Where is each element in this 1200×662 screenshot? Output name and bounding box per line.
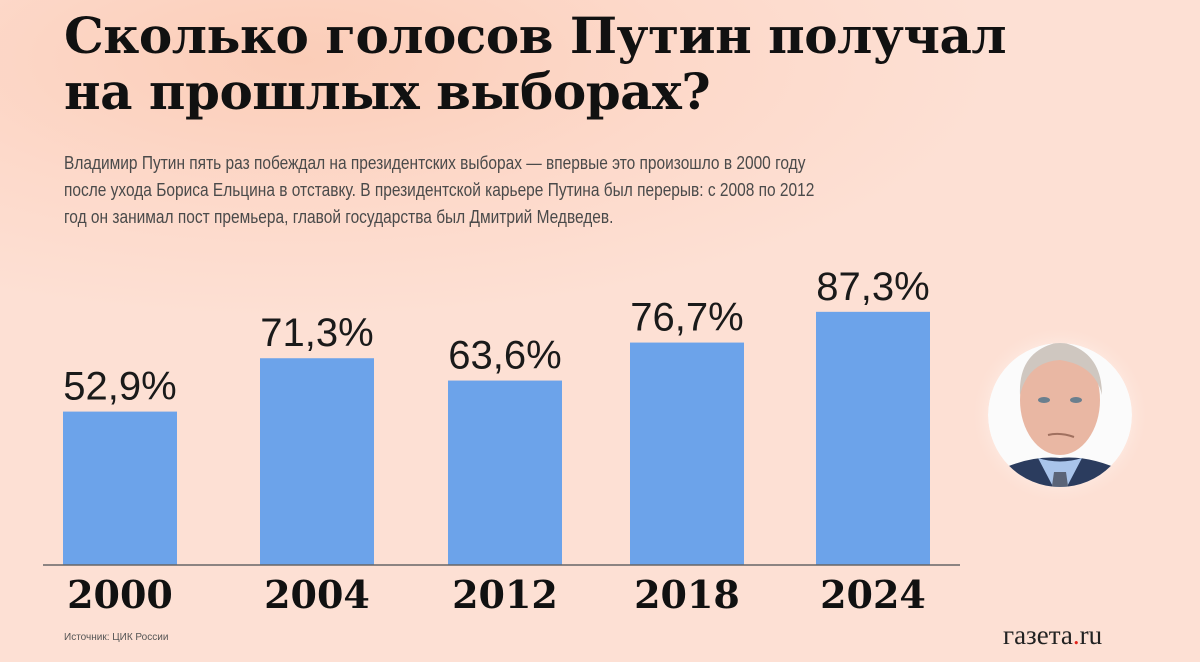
portrait-photo	[970, 325, 1150, 505]
subtitle-line: после ухода Бориса Ельцина в отставку. В…	[64, 180, 815, 200]
subtitle-line: Владимир Путин пять раз побеждал на през…	[64, 153, 806, 173]
subtitle: Владимир Путин пять раз побеждал на през…	[64, 150, 937, 231]
logo-dot: .	[1072, 620, 1080, 650]
bar-2024	[816, 311, 930, 565]
value-label: 52,9%	[63, 365, 176, 409]
value-label: 87,3%	[816, 265, 929, 309]
logo-text: газета	[1003, 620, 1073, 650]
bar-2012	[448, 380, 562, 565]
value-label: 63,6%	[448, 334, 561, 378]
x-tick-label: 2004	[264, 572, 370, 617]
x-tick-label: 2012	[452, 572, 558, 617]
title-line: на прошлых выборах?	[64, 62, 711, 121]
title-line: Сколько голосов Путин получал	[64, 6, 1007, 65]
x-tick-label: 2018	[634, 572, 740, 617]
logo-tld: ru	[1079, 620, 1103, 650]
bar-2000	[63, 411, 177, 565]
x-tick-label: 2024	[820, 572, 926, 617]
subtitle-line: год он занимал пост премьера, главой гос…	[64, 207, 614, 227]
gazeta-logo[interactable]: газета.ru	[1003, 620, 1102, 651]
value-label: 71,3%	[260, 311, 373, 355]
value-label: 76,7%	[630, 296, 743, 340]
bar-2004	[260, 358, 374, 565]
x-tick-label: 2000	[67, 572, 173, 617]
source-note: Источник: ЦИК России	[64, 632, 169, 643]
page-title: Сколько голосов Путин получал на прошлых…	[64, 6, 1007, 121]
bar-2018	[630, 342, 744, 565]
